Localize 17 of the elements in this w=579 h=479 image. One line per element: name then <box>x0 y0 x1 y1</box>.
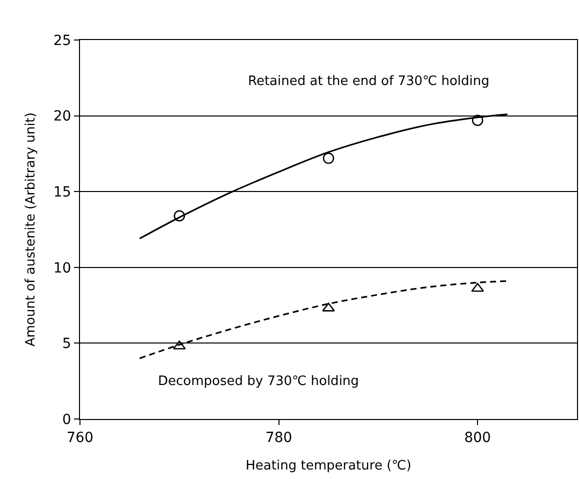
point <box>472 114 484 126</box>
y-tick-label: 25 <box>53 32 72 49</box>
y-tick-label: 20 <box>53 108 72 125</box>
annotation: Retained at the end of 730℃ holding <box>248 74 490 89</box>
annotation: Decomposed by 730℃ holding <box>158 374 359 389</box>
point <box>322 152 334 164</box>
point <box>174 210 186 222</box>
y-tick-label: 15 <box>53 184 72 200</box>
point <box>471 282 484 292</box>
y-tick-label: 10 <box>53 260 72 276</box>
y-tick-label: 5 <box>62 336 72 352</box>
x-tick-label: 800 <box>464 430 491 446</box>
y-axis-title: Amount of austenite (Arbitrary unit) <box>23 112 38 347</box>
x-tick-label: 760 <box>66 430 94 446</box>
x-axis-title: Heating temperature (℃) <box>246 458 412 474</box>
y-tick-label: 0 <box>62 412 72 428</box>
x-tick-label: 780 <box>265 430 292 446</box>
